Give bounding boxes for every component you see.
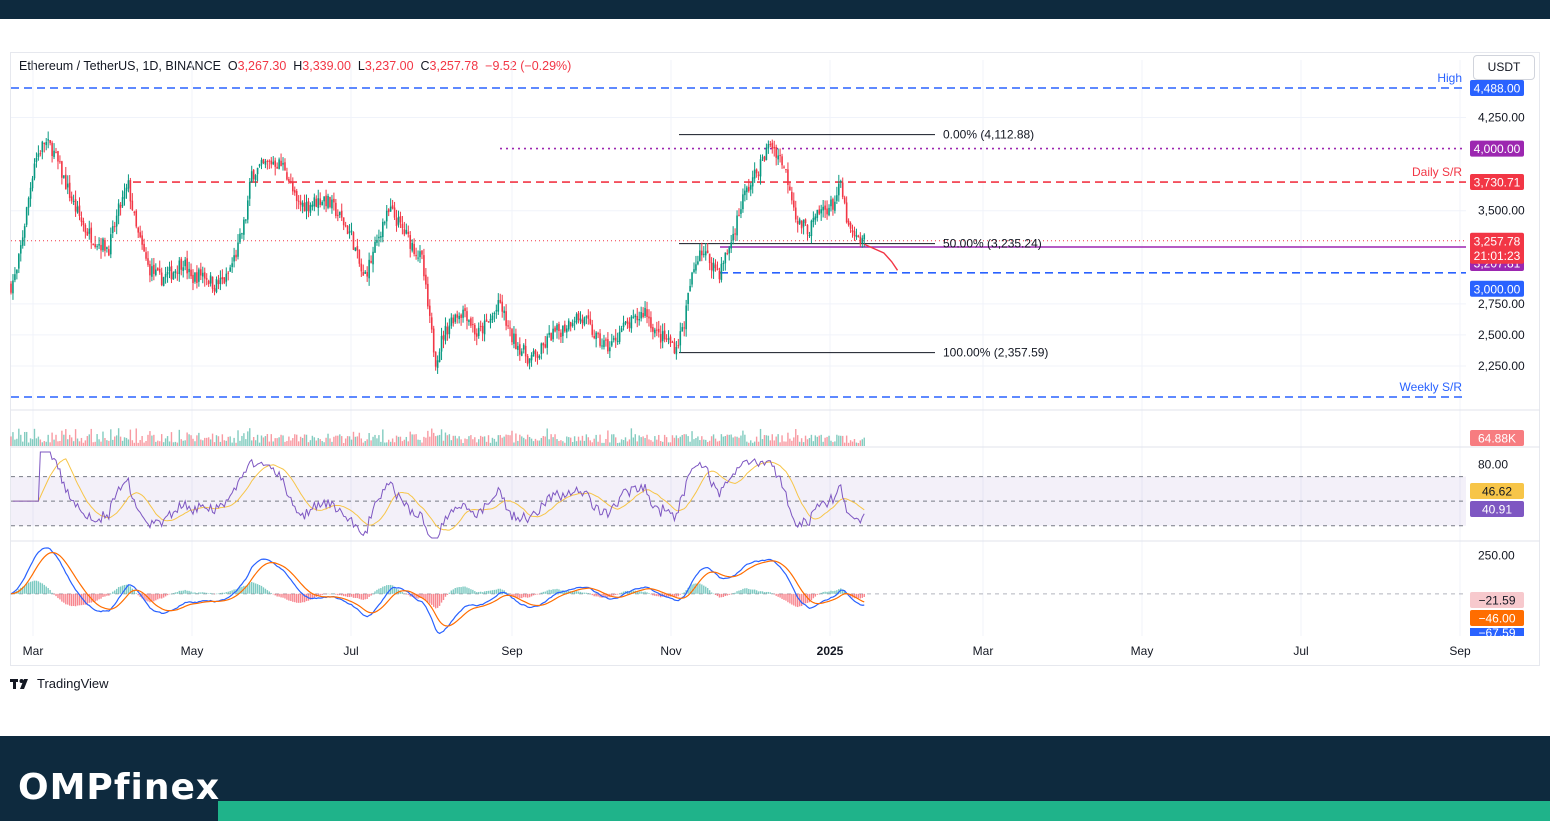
chart-frame bbox=[10, 52, 1540, 666]
ompfinex-logo: OMPfinex bbox=[18, 767, 221, 808]
high-value: 3,339.00 bbox=[302, 59, 351, 73]
low-label: L bbox=[357, 59, 365, 73]
open-label: O bbox=[227, 59, 238, 73]
close-value: 3,257.78 bbox=[429, 59, 479, 73]
high-label: H bbox=[293, 59, 303, 73]
change-value: −9.52 (−0.29%) bbox=[485, 59, 572, 73]
low-value: 3,237.00 bbox=[364, 59, 414, 73]
footer-stripe bbox=[218, 801, 1550, 821]
top-bar bbox=[0, 0, 1550, 19]
footer-banner bbox=[0, 736, 1550, 821]
tradingview-logo-icon bbox=[10, 678, 28, 689]
symbol-legend: Ethereum / TetherUS, 1D, BINANCE O3,267.… bbox=[19, 59, 571, 73]
open-value: 3,267.30 bbox=[237, 59, 287, 73]
currency-unit-button[interactable]: USDT bbox=[1473, 55, 1535, 80]
tradingview-label: TradingView bbox=[37, 676, 109, 691]
close-label: C bbox=[420, 59, 430, 73]
tradingview-watermark: TradingView bbox=[10, 676, 109, 691]
symbol-name[interactable]: Ethereum / TetherUS, 1D, BINANCE bbox=[19, 59, 221, 73]
